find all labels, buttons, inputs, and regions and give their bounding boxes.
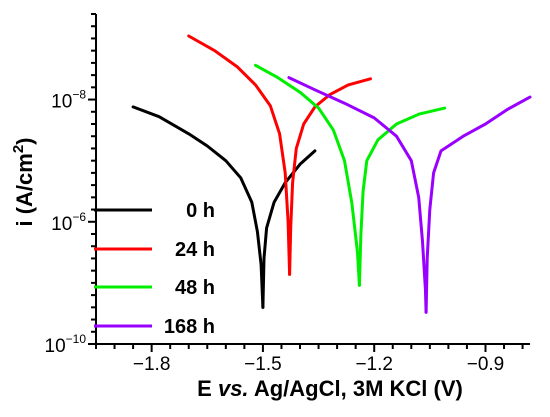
x-tick-label: −1.5	[244, 354, 282, 375]
series-3-branch-0	[287, 76, 428, 314]
x-tick-label: −1.2	[355, 354, 393, 375]
series-1-branch-1	[288, 77, 372, 276]
curves-layer	[131, 34, 532, 314]
axes-layer: −1.8 −1.5 −1.2 −0.9 10−10 10−6 10−8	[45, 13, 530, 375]
series-0-branch-1	[261, 149, 317, 309]
y-axis-title: i (A/cm2)	[10, 137, 37, 226]
legend-label-2: 48 h	[175, 277, 215, 299]
legend-label-3: 168 h	[164, 316, 215, 338]
y-tick-label: 10−6	[51, 210, 86, 235]
y-tick-label: 10−10	[45, 332, 87, 357]
series-3-branch-1	[424, 95, 532, 314]
series-1-branch-0	[187, 34, 292, 276]
legend-label-0: 0 h	[186, 200, 215, 222]
legend-label-1: 24 h	[175, 239, 215, 261]
y-tick-label: 10−8	[51, 88, 86, 113]
series-2-branch-0	[254, 63, 361, 287]
x-tick-label: −0.9	[467, 354, 505, 375]
legend: 0 h 24 h 48 h 168 h	[94, 200, 215, 338]
x-tick-label: −1.8	[133, 354, 171, 375]
series-2-branch-1	[357, 106, 447, 287]
series-0-branch-0	[131, 105, 265, 309]
x-axis-title: E vs. Ag/AgCl, 3M KCl (V)	[197, 376, 463, 401]
